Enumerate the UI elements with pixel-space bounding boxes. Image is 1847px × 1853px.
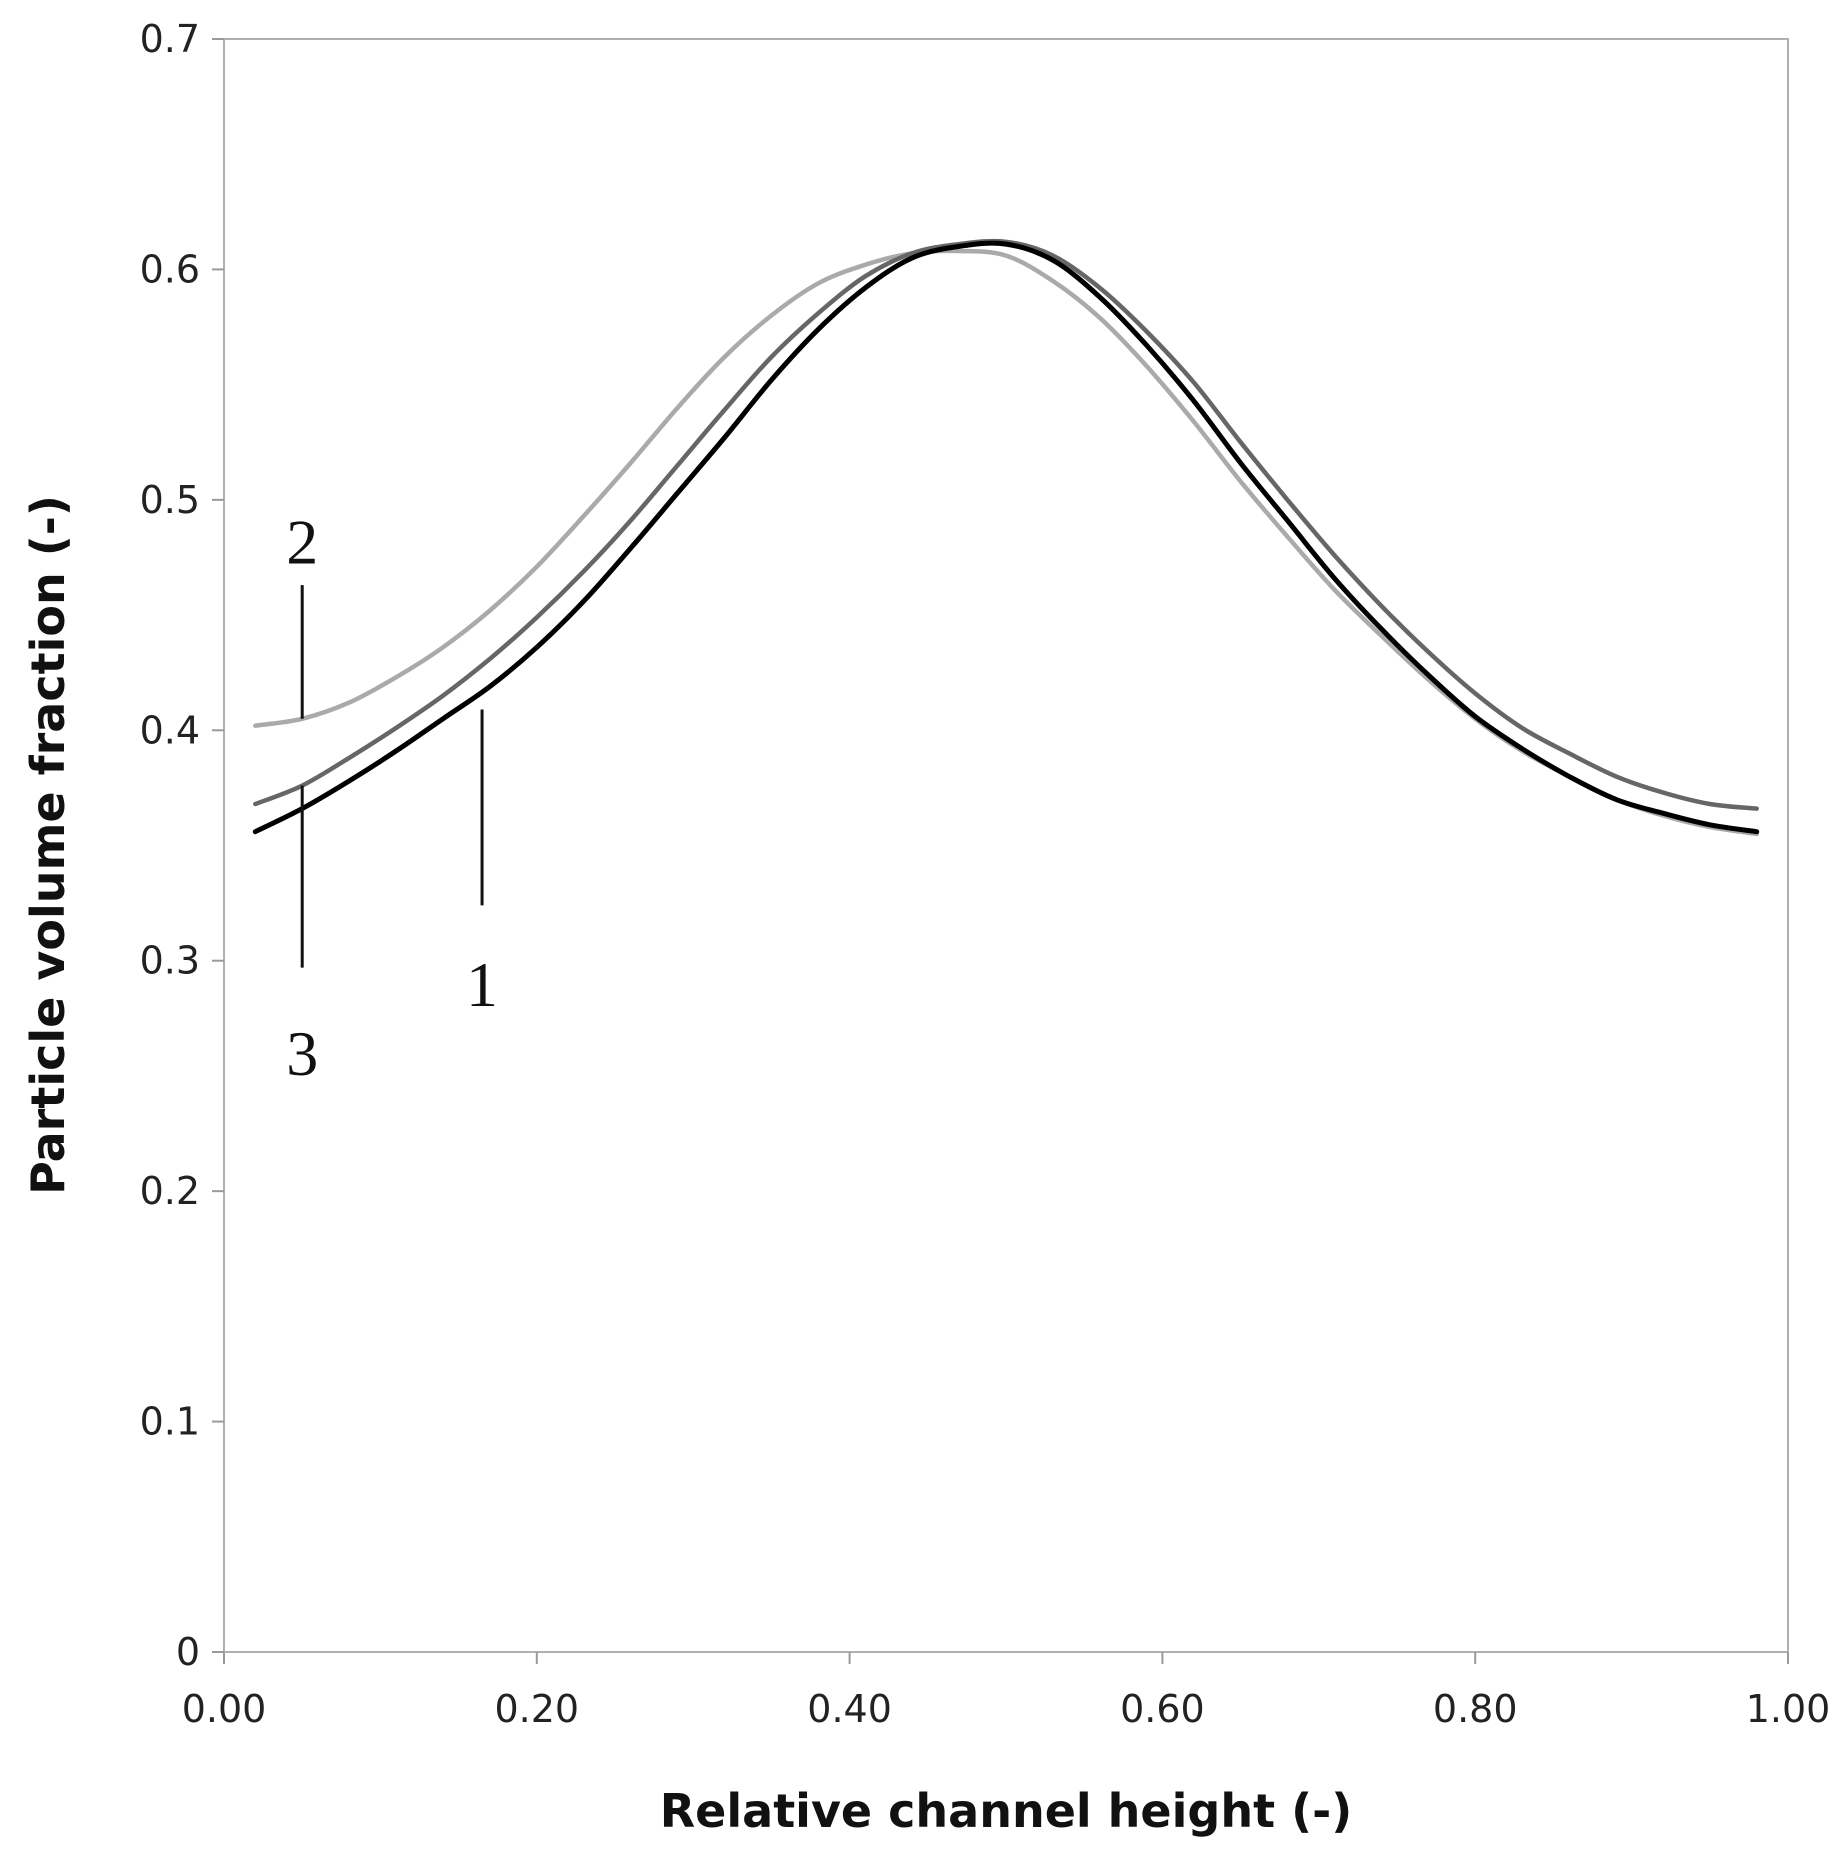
x-tick-label: 1.00: [1746, 1687, 1831, 1731]
x-axis-title: Relative channel height (-): [660, 1784, 1352, 1838]
y-tick-label: 0.5: [140, 478, 200, 522]
y-tick-label: 0.4: [140, 708, 200, 752]
annotation-label-3: 3: [286, 1018, 318, 1089]
x-tick-label: 0.20: [494, 1687, 579, 1731]
y-tick-label: 0.6: [140, 247, 200, 291]
y-tick-label: 0.1: [140, 1400, 200, 1444]
plot-area: [223, 38, 1789, 1653]
y-tick-label: 0.2: [140, 1169, 200, 1213]
x-tick-label: 0.00: [182, 1687, 267, 1731]
y-tick-label: 0: [176, 1630, 200, 1674]
y-axis-title: Particle volume fraction (-): [21, 495, 75, 1195]
x-tick-label: 0.80: [1433, 1687, 1518, 1731]
x-tick-label: 0.40: [807, 1687, 892, 1731]
series-line-1: [252, 240, 1760, 835]
series-layer: [252, 238, 1760, 837]
annotation-label-1: 1: [466, 949, 498, 1020]
y-tick-label: 0.7: [140, 17, 200, 61]
x-tick-label: 0.60: [1120, 1687, 1205, 1731]
y-axis: 0 0.1 0.2 0.3 0.4 0.5 0.6 0.7: [140, 17, 224, 1674]
x-axis: 0.00 0.20 0.40 0.60 0.80 1.00: [182, 1652, 1831, 1731]
y-tick-label: 0.3: [140, 939, 200, 983]
annotation-label-2: 2: [286, 506, 318, 577]
annotation-layer: 1 2 3: [286, 506, 498, 1089]
